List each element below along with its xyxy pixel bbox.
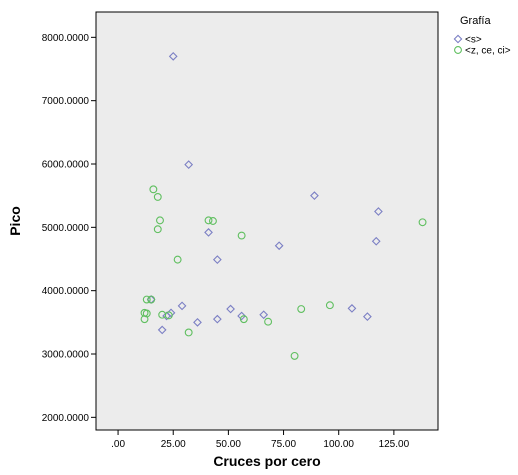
data-point	[347, 304, 357, 313]
data-point	[290, 351, 299, 360]
x-tick-label: 25.00	[161, 439, 186, 450]
data-point	[371, 236, 381, 246]
x-axis-title: Cruces por cero	[213, 453, 320, 469]
data-point	[193, 317, 202, 327]
x-tick-label: 100.00	[323, 439, 354, 450]
data-point	[310, 191, 319, 201]
data-point	[162, 311, 171, 321]
data-point	[140, 315, 149, 324]
legend-label: <z, ce, ci>	[465, 46, 511, 57]
y-tick-label: 6000.0000	[42, 160, 90, 171]
data-point	[237, 231, 246, 240]
series-1	[146, 51, 383, 335]
data-point	[226, 304, 235, 314]
data-point	[374, 207, 383, 216]
data-point	[208, 217, 217, 225]
data-point	[173, 255, 182, 264]
data-point	[184, 328, 193, 337]
data-points	[140, 51, 427, 360]
legend-marker	[454, 46, 462, 54]
data-point	[325, 301, 334, 310]
data-point	[168, 51, 178, 61]
legend-label: <s>	[465, 35, 482, 46]
legend-items: <s><z, ce, ci>	[453, 34, 511, 57]
x-tick-label: .00	[111, 439, 125, 450]
data-point	[204, 228, 213, 237]
data-point	[418, 218, 427, 227]
data-point	[264, 317, 273, 326]
legend-title: Grafía	[460, 15, 491, 27]
y-tick-label: 2000.0000	[42, 413, 90, 424]
data-point	[147, 295, 156, 304]
data-point	[212, 255, 222, 265]
data-point	[212, 314, 222, 324]
data-point	[177, 301, 187, 311]
series-2	[140, 185, 427, 360]
x-axis: .00 25.00 50.00 75.00 100.00 125.00	[111, 430, 410, 450]
legend: Grafía <s><z, ce, ci>	[453, 15, 511, 57]
data-point	[204, 216, 213, 225]
y-tick-label: 4000.0000	[42, 286, 90, 297]
data-point	[157, 325, 167, 335]
y-tick-label: 5000.0000	[42, 223, 90, 234]
x-tick-label: 50.00	[216, 439, 241, 450]
y-tick-label: 7000.0000	[42, 96, 90, 107]
x-tick-label: 75.00	[271, 439, 296, 450]
data-point	[156, 216, 164, 225]
legend-marker	[453, 34, 463, 44]
data-point	[184, 160, 194, 170]
y-tick-label: 3000.0000	[42, 350, 90, 361]
data-point	[153, 192, 162, 201]
data-point	[274, 241, 284, 251]
data-point	[259, 310, 269, 320]
data-point	[153, 225, 162, 234]
data-point	[164, 311, 173, 320]
data-point	[297, 305, 306, 313]
x-tick-label: 125.00	[379, 439, 410, 450]
data-point	[237, 311, 247, 321]
data-point	[142, 295, 151, 304]
y-axis-title: Pico	[7, 206, 23, 236]
data-point	[149, 185, 158, 194]
data-point	[363, 312, 372, 322]
plot-area	[95, 11, 439, 431]
y-tick-label: 8000.0000	[42, 33, 90, 44]
y-axis: 2000.0000 3000.0000 4000.0000 5000.0000 6000…	[42, 33, 96, 424]
data-point	[239, 315, 248, 324]
